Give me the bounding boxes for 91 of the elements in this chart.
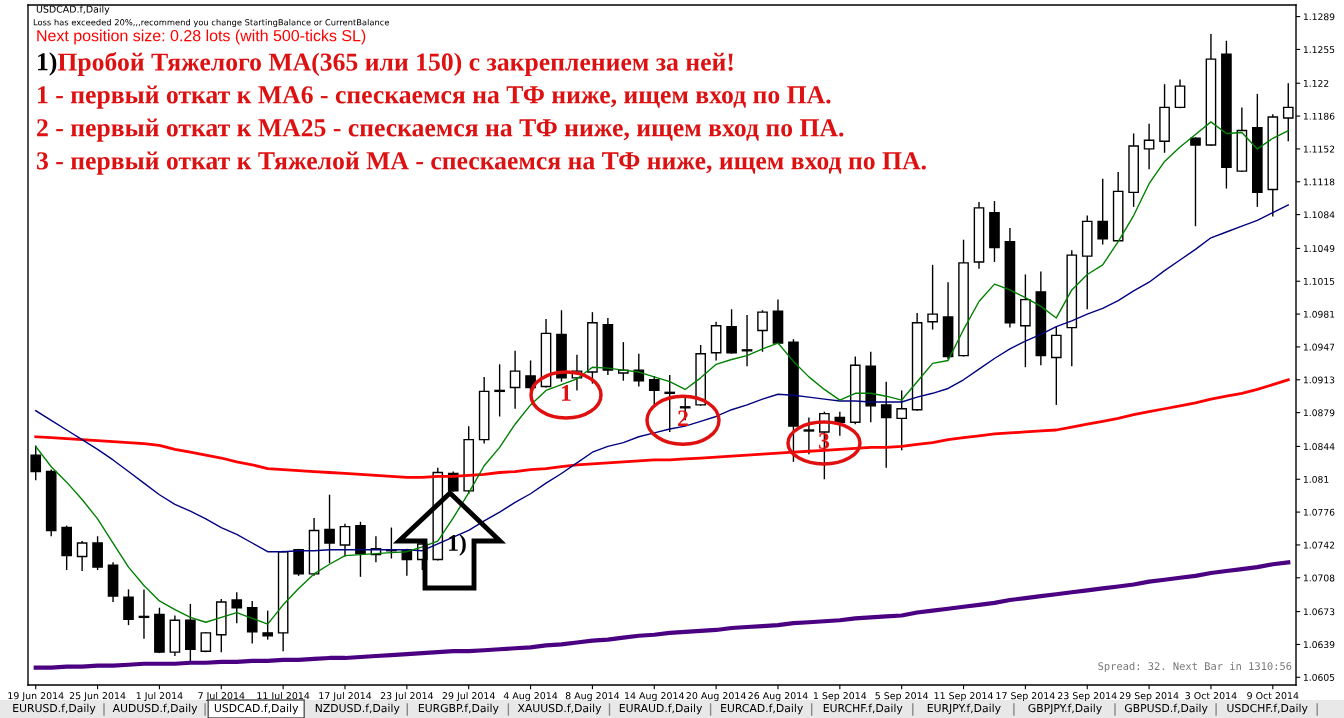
annotation: 3 - первый откат к Тяжелой МА - спескаемся на ТФ ниже, ищем вход по ПА.: [36, 151, 926, 175]
y-tick-label: 1.081: [1303, 475, 1329, 483]
y-tick-label: 1.1049: [1303, 245, 1335, 253]
annotation: Loss has exceeded 20%,,,recommend you change StartingBalance or CurrentBalance: [33, 18, 390, 28]
y-tick-label: 1.1152: [1303, 145, 1335, 153]
text: EURCAD.f,Daily: [721, 703, 803, 715]
y-tick-label: 1.0776: [1303, 508, 1335, 516]
annotation: 1): [38, 52, 57, 76]
candlestick: [1050, 325, 1062, 406]
x-tick-label: 29 Jul 2014: [442, 691, 495, 702]
candlestick: [664, 374, 676, 433]
y-tick-label: 1.0708: [1303, 574, 1335, 582]
candlestick: [896, 389, 908, 451]
candlestick: [648, 375, 660, 406]
x-tick-label: 19 Jun 2014: [8, 692, 64, 702]
chart-title: USDCAD.f,Daily: [36, 5, 110, 15]
text: XAUUSD.f,Daily: [517, 703, 602, 715]
annotation: Spread: 32. Next Bar in 1310:56: [1098, 661, 1292, 673]
x-tick-label: 1 Sep 2014: [813, 692, 867, 702]
candlestick: [618, 341, 629, 382]
y-tick-label: 1.0844: [1303, 443, 1335, 451]
text: USDCAD.f,Daily: [214, 703, 299, 715]
text: EURAUD.f,Daily: [619, 703, 703, 715]
y-tick-label: 1.122: [1303, 79, 1329, 87]
text: EURUSD.f,Daily: [13, 703, 96, 715]
candlestick: [76, 540, 88, 572]
candlestick: [1143, 123, 1155, 170]
x-tick-label: 25 Jun 2014: [69, 692, 126, 702]
text: EURJPY.f,Daily: [927, 703, 1001, 715]
y-tick-label: 1.1255: [1303, 46, 1335, 54]
text: AUDUSD.f,Daily: [112, 703, 198, 715]
x-tick-label: 23 Jul 2014: [380, 691, 434, 702]
y-tick-label: 1.0673: [1303, 608, 1335, 616]
y-tick-label: 1.1289: [1303, 13, 1335, 21]
annotation: 1: [561, 385, 571, 401]
text: EURGBP.f,Daily: [418, 703, 499, 715]
candlestick: [262, 609, 274, 641]
candlestick: [231, 591, 243, 624]
x-tick-label: 1 Jul 2014: [136, 691, 183, 702]
y-tick-label: 1.0639: [1303, 641, 1335, 649]
x-tick-label: 26 Aug 2014: [748, 692, 808, 702]
x-tick-label: 14 Aug 2014: [625, 692, 684, 702]
x-tick-label: 20 Aug 2014: [686, 692, 746, 702]
annotation: 2: [678, 410, 688, 427]
x-tick-label: 8 Aug 2014: [565, 692, 620, 702]
candlestick: [509, 350, 521, 410]
y-tick-label: 1.1084: [1303, 211, 1335, 219]
x-tick-label: 17 Sep 2014: [996, 692, 1055, 702]
y-tick-label: 1.0947: [1303, 343, 1335, 351]
x-tick-label: 4 Aug 2014: [503, 692, 558, 702]
candlestick: [324, 494, 335, 564]
x-tick-label: 3 Oct 2014: [1185, 692, 1237, 700]
candlestick: [1097, 178, 1109, 246]
x-tick-label: 17 Jul 2014: [319, 691, 372, 702]
line-series: [33, 560, 1291, 670]
candlestick: [494, 363, 505, 418]
candlestick: [633, 352, 645, 388]
y-tick-label: 1.0605: [1303, 673, 1335, 681]
candlestick: [757, 309, 768, 353]
x-tick-label: 9 Oct 2014: [1247, 692, 1299, 700]
annotation: Next position size: 0.28 lots (with 500-ticks SL): [37, 29, 366, 45]
candlestick: [339, 522, 351, 558]
annotation: Пробой Тяжелого МА(365 или 150) с закреплением за ней!: [57, 52, 733, 76]
candlestick: [123, 588, 134, 626]
candlestick: [803, 416, 815, 455]
x-tick-label: 5 Sep 2014: [875, 692, 929, 702]
x-tick-label: 29 Sep 2014: [1119, 692, 1179, 702]
y-tick-label: 1.0913: [1303, 376, 1335, 384]
text: GBPUSD.f,Daily: [1124, 703, 1208, 715]
annotation: 1 - первый откат к МА6 - спескаемся на ТФ ниже, ищем вход по ПА.: [38, 85, 831, 109]
text: NZDUSD.f,Daily: [315, 703, 400, 715]
x-tick-label: 7 Jul 2014: [198, 691, 245, 702]
candlestick: [1190, 136, 1201, 227]
x-tick-label: 23 Sep 2014: [1058, 692, 1117, 702]
line-series: [34, 378, 1290, 479]
annotation: 2 - первый откат к МА25 - спескаемся на ТФ ниже, ищем вход по ПА.: [37, 118, 844, 142]
y-tick-label: 1.0981: [1303, 310, 1335, 318]
y-tick-label: 1.1118: [1303, 178, 1335, 186]
text: EURCHF.f,Daily: [823, 703, 903, 715]
annotation: 1): [449, 534, 466, 556]
y-tick-label: 1.1186: [1303, 112, 1335, 120]
x-tick-label: 11 Sep 2014: [934, 692, 993, 702]
candlestick: [1174, 78, 1186, 110]
text: GBPJPY.f,Daily: [1028, 703, 1102, 715]
candlestick: [880, 381, 892, 469]
candlestick: [927, 264, 938, 331]
text: USDCHF.f,Daily: [1227, 703, 1308, 715]
candlestick: [834, 410, 846, 437]
y-tick-label: 1.0742: [1303, 541, 1335, 549]
y-tick-label: 1.1015: [1303, 277, 1335, 285]
y-tick-label: 1.0879: [1303, 409, 1335, 417]
